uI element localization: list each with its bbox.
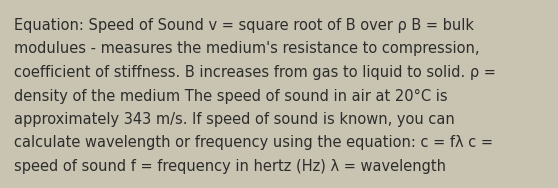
Text: calculate wavelength or frequency using the equation: c = fλ c =: calculate wavelength or frequency using … <box>14 136 493 151</box>
Text: speed of sound f = frequency in hertz (Hz) λ = wavelength: speed of sound f = frequency in hertz (H… <box>14 159 446 174</box>
Text: Equation: Speed of Sound v = square root of B over ρ B = bulk: Equation: Speed of Sound v = square root… <box>14 18 474 33</box>
Text: modulues - measures the medium's resistance to compression,: modulues - measures the medium's resista… <box>14 42 479 57</box>
Text: density of the medium The speed of sound in air at 20°C is: density of the medium The speed of sound… <box>14 89 448 104</box>
Text: coefficient of stiffness. B increases from gas to liquid to solid. ρ =: coefficient of stiffness. B increases fr… <box>14 65 496 80</box>
Text: approximately 343 m/s. If speed of sound is known, you can: approximately 343 m/s. If speed of sound… <box>14 112 455 127</box>
